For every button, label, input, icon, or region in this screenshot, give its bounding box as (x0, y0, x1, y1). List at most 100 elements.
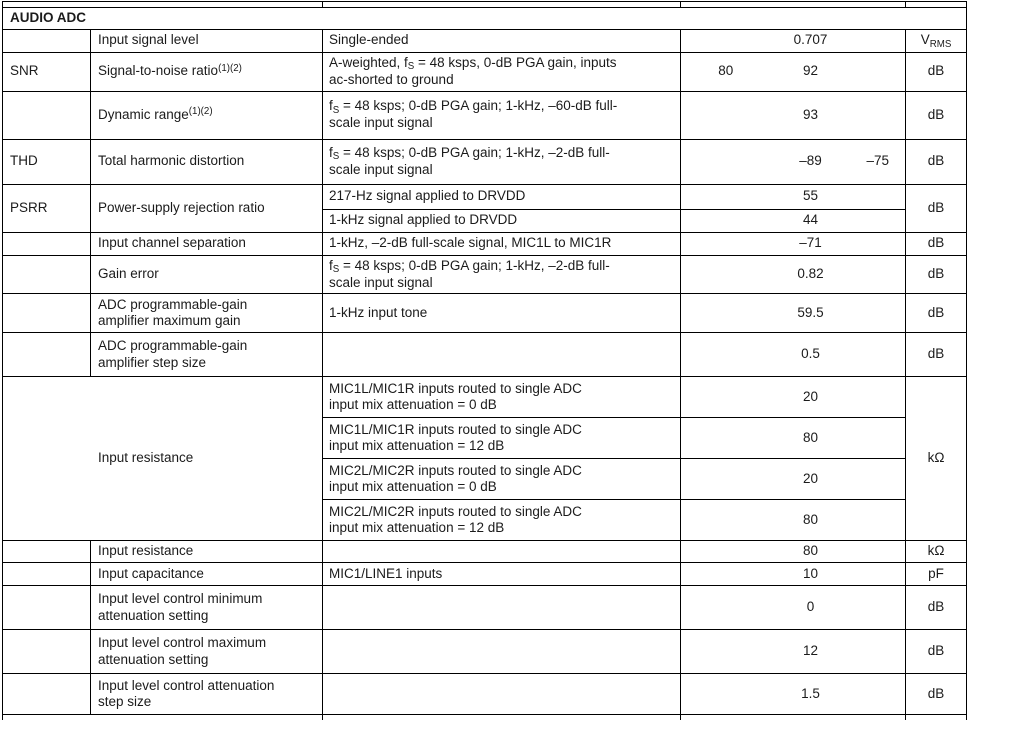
spec-row: Gain error fS = 48 ksps; 0-dB PGA gain; 1… (2, 254, 968, 295)
symbol-cell (2, 28, 91, 53)
max-value-cell (850, 458, 907, 501)
max-value-cell (850, 376, 907, 419)
spec-row: ADC programmable-gain amplifier step siz… (2, 332, 968, 378)
section-title: AUDIO ADC (1, 7, 968, 30)
condition-cell: MIC1/LINE1 inputs (322, 562, 681, 587)
max-value-cell (850, 231, 907, 256)
max-value-cell (850, 585, 907, 631)
max-value-cell (850, 629, 907, 675)
symbol-cell (2, 90, 91, 140)
symbol-cell (2, 562, 91, 587)
min-value-cell (680, 673, 771, 716)
symbol-cell (2, 293, 91, 334)
condition-cell: 217-Hz signal applied to DRVDD (322, 183, 681, 210)
parameter-cell: Total harmonic distortion (90, 138, 323, 185)
max-value-cell: –75 (850, 138, 907, 185)
typ-value-cell: 0.707 (770, 28, 851, 53)
symbol-cell (2, 585, 91, 631)
max-value-cell (850, 183, 907, 210)
typ-value-cell: 20 (770, 458, 851, 501)
unit-cell: dB (905, 673, 968, 716)
parameter-cell: Input channel separation (90, 231, 323, 256)
unit-cell: dB (905, 629, 968, 675)
spec-row: Input level control attenuation step siz… (2, 673, 968, 716)
spec-row: Dynamic range(1)(2) fS = 48 ksps; 0-dB PG… (2, 90, 968, 140)
spec-row: Input level control maximum attenuation … (2, 629, 968, 675)
parameter-cell: ADC programmable-gain amplifier maximum … (90, 293, 323, 334)
typ-value-cell: 44 (770, 208, 851, 233)
unit-cell: dB (905, 293, 968, 334)
min-value-cell (680, 562, 771, 587)
condition-cell (322, 332, 681, 378)
spacer-cell (2, 714, 323, 721)
parameter-cell: Dynamic range(1)(2) (90, 90, 323, 140)
typ-value-cell: 59.5 (770, 293, 851, 334)
spacer-cell (905, 1, 968, 8)
max-value-cell (850, 208, 907, 233)
max-value-cell (850, 90, 907, 140)
parameter-cell: Input capacitance (90, 562, 323, 587)
parameter-cell: Input level control minimum attenuation … (90, 585, 323, 631)
min-value-cell (680, 28, 771, 53)
min-value-cell: 80 (680, 51, 771, 92)
max-value-cell (850, 562, 907, 587)
unit-cell: dB (905, 138, 968, 185)
unit-cell: dB (905, 332, 968, 378)
spec-row: THD Total harmonic distortion fS = 48 ksps… (2, 138, 968, 185)
symbol-cell (2, 231, 91, 256)
condition-cell: MIC1L/MIC1R inputs routed to single ADC … (322, 417, 681, 460)
max-value-cell (850, 51, 907, 92)
parameter-cell: Power-supply rejection ratio (90, 183, 323, 233)
condition-cell: A-weighted, fS = 48 ksps, 0-dB PGA gain,… (322, 51, 681, 92)
spec-row: PSRR Power-supply rejection ratio 217-Hz s… (2, 183, 968, 233)
spacer-row (2, 714, 968, 721)
typ-value-cell: 0 (770, 585, 851, 631)
condition-cell: MIC2L/MIC2R inputs routed to single ADC … (322, 458, 681, 501)
parameter-cell: Signal-to-noise ratio(1)(2) (90, 51, 323, 92)
unit-cell: VRMS (905, 28, 968, 53)
condition-cell: fS = 48 ksps; 0-dB PGA gain; 1-kHz, –2-d… (322, 138, 681, 185)
unit-cell: dB (905, 231, 968, 256)
condition-cell (322, 629, 681, 675)
min-value-cell (680, 458, 771, 501)
unit-cell: dB (905, 254, 968, 295)
typ-value-cell: 12 (770, 629, 851, 675)
max-value-cell (850, 332, 907, 378)
spec-row: ADC programmable-gain amplifier maximum … (2, 293, 968, 334)
symbol-cell: PSRR (2, 183, 91, 233)
parameter-cell: Input signal level (90, 28, 323, 53)
typ-value-cell: 92 (770, 51, 851, 92)
max-value-cell (850, 254, 907, 295)
spec-row: Input resistance 80 kΩ (2, 540, 968, 564)
symbol-cell: SNR (2, 51, 91, 92)
typ-value-cell: 80 (770, 540, 851, 564)
unit-cell: dB (905, 585, 968, 631)
condition-cell (322, 585, 681, 631)
typ-value-cell: 93 (770, 90, 851, 140)
max-value-cell (850, 417, 907, 460)
min-value-cell (680, 499, 771, 542)
min-value-cell (680, 90, 771, 140)
spec-row: 1-kHz signal applied to DRVDD 44 (3, 208, 967, 233)
max-value-cell (850, 673, 907, 716)
spacer-cell (322, 714, 681, 721)
typ-value-cell: 20 (770, 376, 851, 419)
unit-cell: dB (905, 90, 968, 140)
unit-cell: kΩ (905, 376, 968, 542)
parameter-cell: Input level control attenuation step siz… (90, 673, 323, 716)
max-value-cell (850, 540, 907, 564)
condition-cell (322, 540, 681, 564)
datasheet-page: AUDIO ADC Input signal level Single-ended 0… (1, 1, 968, 721)
min-value-cell (680, 254, 771, 295)
symbol-cell: THD (2, 138, 91, 185)
typ-value-cell: 10 (770, 562, 851, 587)
typ-value-cell: 0.5 (770, 332, 851, 378)
spacer-row (2, 1, 968, 8)
condition-cell: 1-kHz signal applied to DRVDD (322, 208, 681, 233)
condition-cell (322, 673, 681, 716)
condition-cell: fS = 48 ksps; 0-dB PGA gain; 1-kHz, –60-… (322, 90, 681, 140)
parameter-cell: ADC programmable-gain amplifier step siz… (90, 332, 323, 378)
section-header-row: AUDIO ADC (1, 7, 968, 30)
parameter-cell: Input resistance (2, 376, 323, 542)
min-value-cell (680, 585, 771, 631)
